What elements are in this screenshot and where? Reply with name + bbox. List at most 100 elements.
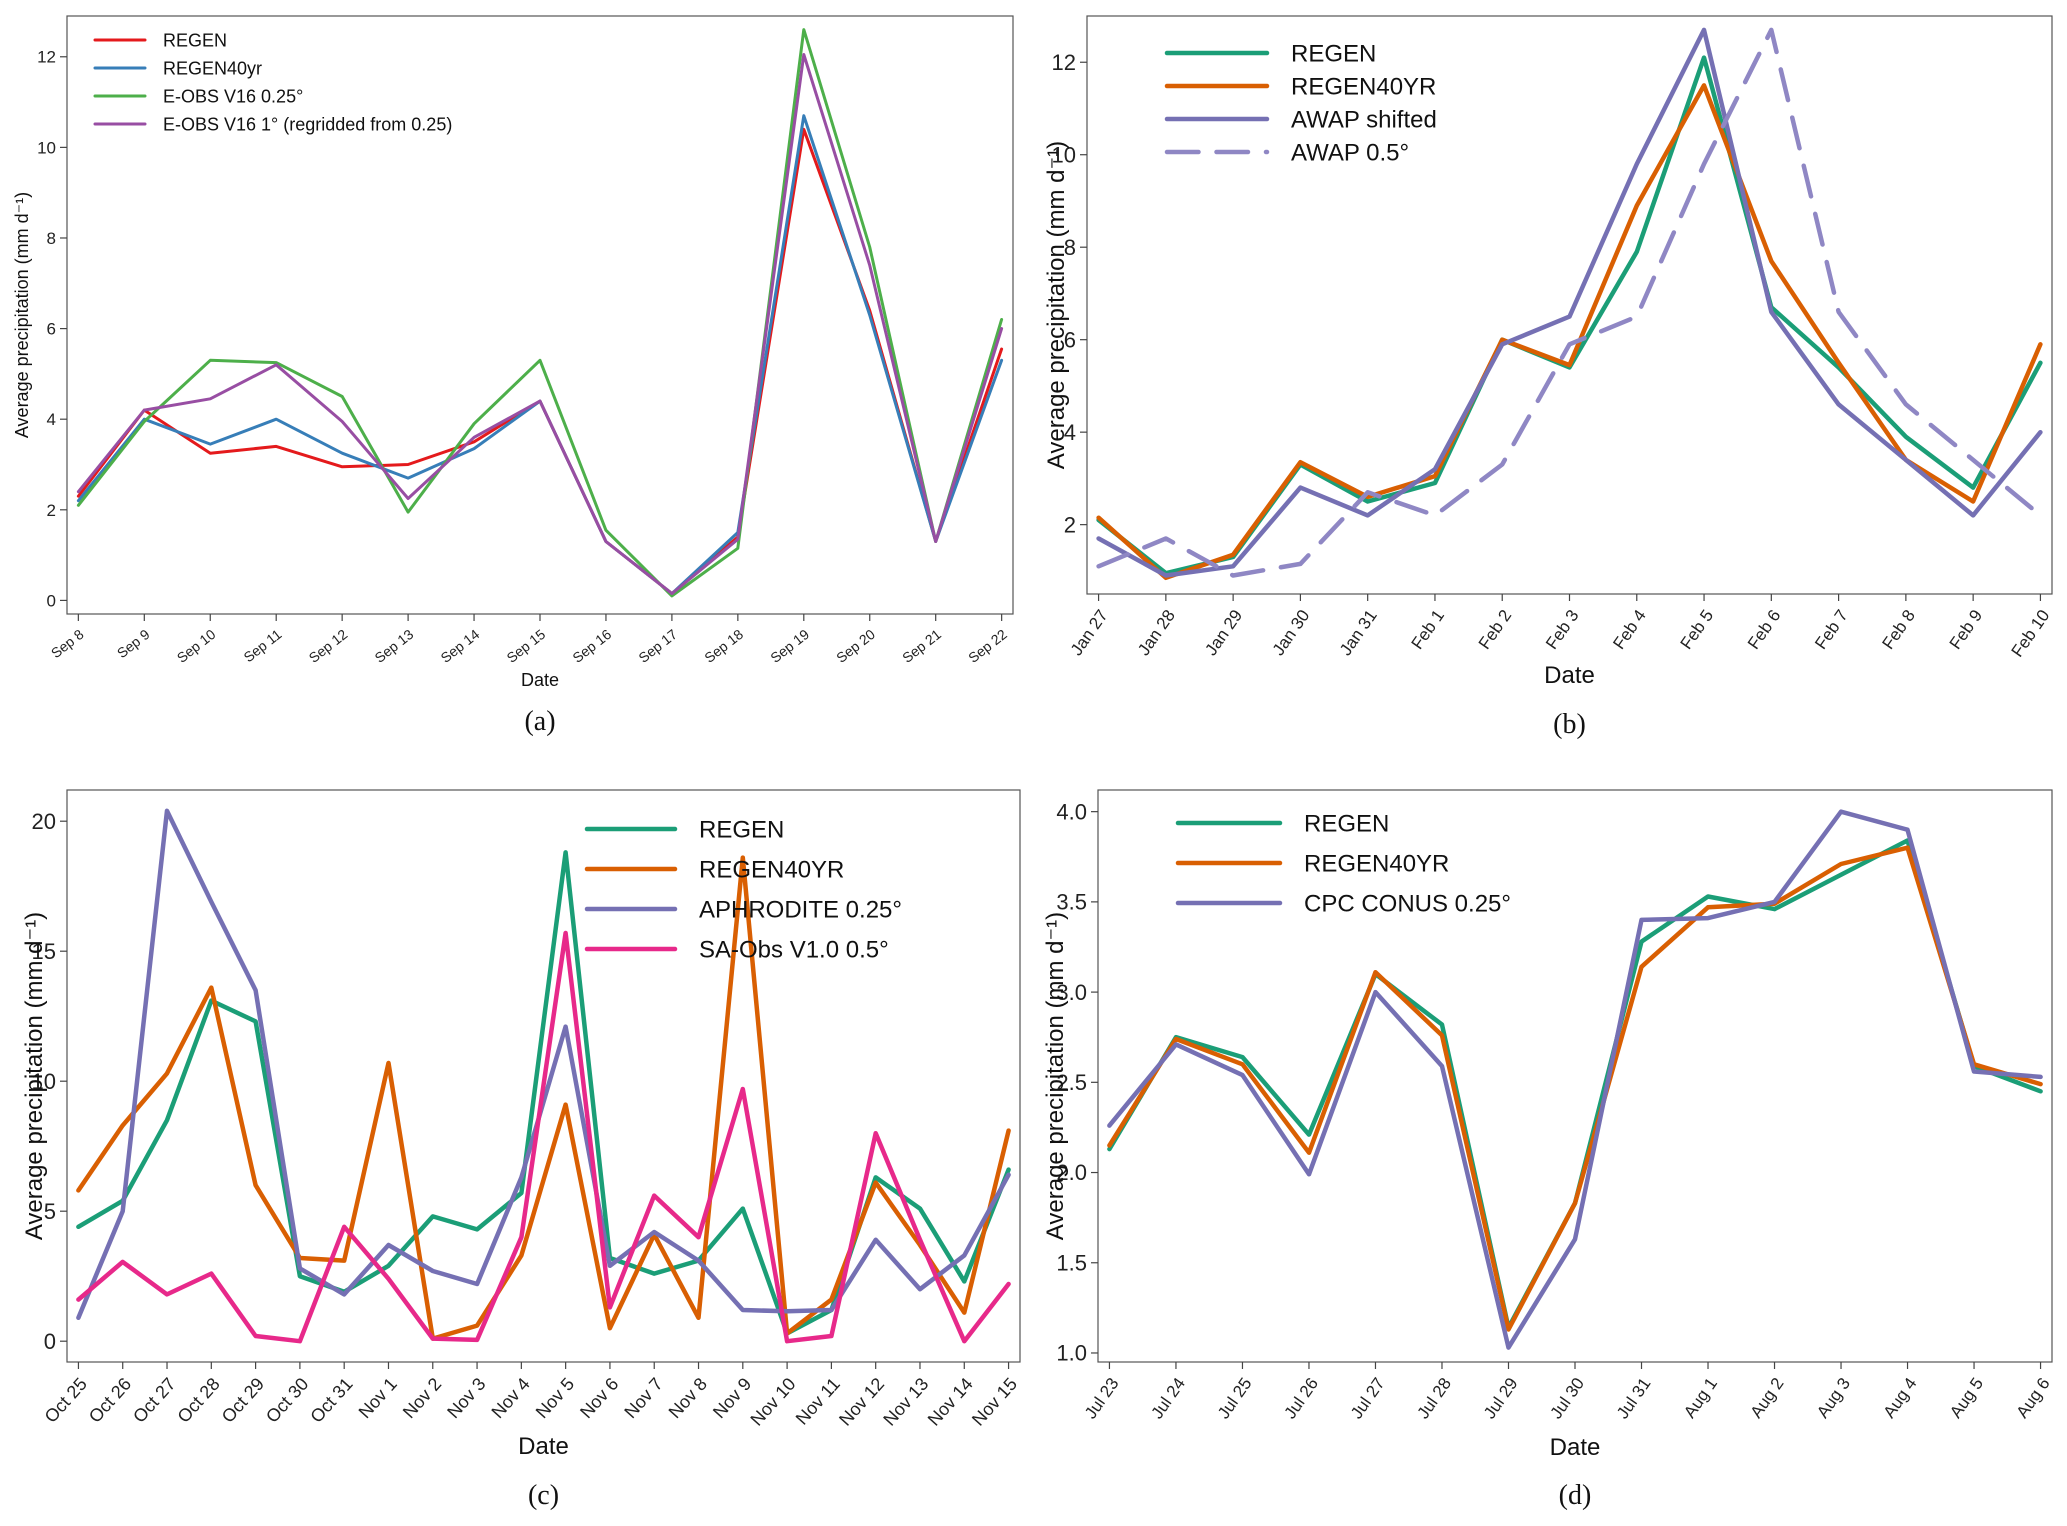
y-tick-label: 2.5 xyxy=(1056,1070,1087,1095)
y-tick-label: 4 xyxy=(1064,420,1076,445)
y-tick-label: 12 xyxy=(1052,50,1076,75)
panel-caption: (b) xyxy=(1553,709,1586,740)
x-tick-label: Sep 19 xyxy=(767,626,812,666)
y-tick-label: 6 xyxy=(47,320,56,339)
y-tick-label: 4 xyxy=(47,410,56,429)
x-tick-label: Jul 31 xyxy=(1613,1374,1655,1422)
legend-label: REGEN40YR xyxy=(1291,73,1436,100)
x-tick-label: Sep 13 xyxy=(372,626,417,666)
y-tick-label: 20 xyxy=(32,809,56,834)
series-line-4 xyxy=(76,53,1004,596)
x-tick-label: Nov 5 xyxy=(532,1374,578,1422)
x-tick-label: Aug 4 xyxy=(1880,1374,1921,1421)
series-line-3 xyxy=(76,28,1004,598)
x-tick-label: Sep 12 xyxy=(306,626,351,666)
series-line-3 xyxy=(1096,27,2043,578)
legend-label: REGEN40yr xyxy=(163,58,262,78)
x-tick-label: Nov 14 xyxy=(924,1374,977,1430)
x-tick-label: Nov 7 xyxy=(620,1374,666,1422)
y-tick-label: 0 xyxy=(47,591,56,610)
x-tick-label: Nov 12 xyxy=(835,1374,888,1430)
x-tick-label: Jan 31 xyxy=(1336,606,1381,659)
legend-label: REGEN xyxy=(163,30,227,50)
x-tick-label: Aug 6 xyxy=(2013,1374,2054,1421)
y-tick-label: 4.0 xyxy=(1056,799,1087,824)
y-tick-label: 3.0 xyxy=(1056,980,1087,1005)
y-tick-label: 10 xyxy=(32,1069,56,1094)
y-axis-label: Average precipitation (mm d⁻¹) xyxy=(21,912,48,1240)
y-axis-label: Average precipitation (mm d⁻¹) xyxy=(1042,912,1069,1240)
y-tick-label: 10 xyxy=(37,138,56,157)
y-tick-label: 12 xyxy=(37,48,56,67)
legend-label: CPC CONUS 0.25° xyxy=(1304,890,1511,917)
x-tick-label: Jan 28 xyxy=(1134,606,1179,659)
legend-label: REGEN xyxy=(1304,810,1389,837)
legend: REGEN REGEN40YR AWAP shifted AWAP 0.5° xyxy=(1164,40,1437,166)
x-tick-label: Nov 15 xyxy=(968,1374,1021,1430)
x-tick-label: Nov 3 xyxy=(443,1374,489,1422)
x-tick-label: Nov 1 xyxy=(355,1374,401,1422)
x-tick-label: Nov 8 xyxy=(665,1374,711,1422)
x-tick-label: Jul 23 xyxy=(1081,1374,1123,1422)
x-tick-label: Jul 29 xyxy=(1480,1374,1522,1422)
x-tick-label: Feb 5 xyxy=(1677,606,1718,653)
x-tick-label: Oct 29 xyxy=(218,1374,268,1427)
x-tick-label: Oct 25 xyxy=(41,1374,91,1427)
legend: REGEN REGEN40YR CPC CONUS 0.25° xyxy=(1175,810,1511,917)
x-tick-label: Feb 1 xyxy=(1408,606,1449,653)
x-tick-label: Aug 5 xyxy=(1946,1374,1987,1421)
x-tick-label: Nov 4 xyxy=(488,1374,534,1422)
series-line-3 xyxy=(1107,809,2043,1350)
x-tick-label: Jul 25 xyxy=(1214,1374,1256,1422)
x-tick-label: Nov 2 xyxy=(399,1374,445,1422)
y-tick-label: 15 xyxy=(32,939,56,964)
chart-panel-1: 0 2 4 6 8 10 12 Sep 8 Sep 9 Sep 10 Sep 11 Sep 12 Sep… xyxy=(12,15,1014,737)
x-tick-label: Sep 20 xyxy=(833,626,878,666)
series-line-4 xyxy=(1096,27,2043,578)
y-tick-label: 3.5 xyxy=(1056,890,1087,915)
x-tick-label: Nov 11 xyxy=(792,1374,844,1429)
x-tick-label: Jul 28 xyxy=(1414,1374,1456,1422)
x-tick-label: Aug 1 xyxy=(1680,1374,1721,1421)
x-tick-label: Feb 6 xyxy=(1744,606,1785,653)
x-tick-label: Feb 2 xyxy=(1475,606,1516,653)
x-tick-label: Jul 27 xyxy=(1347,1374,1389,1422)
y-tick-label: 8 xyxy=(47,229,56,248)
y-tick-label: 10 xyxy=(1052,142,1076,167)
x-tick-label: Jan 29 xyxy=(1201,606,1246,659)
x-axis-label: Date xyxy=(1544,662,1595,689)
x-tick-label: Sep 11 xyxy=(240,626,284,665)
x-tick-label: Oct 31 xyxy=(306,1374,356,1427)
x-tick-label: Oct 28 xyxy=(173,1374,223,1427)
legend-label: REGEN40YR xyxy=(1304,850,1449,877)
y-tick-label: 5 xyxy=(44,1199,56,1224)
x-tick-label: Sep 14 xyxy=(437,626,482,666)
panel-caption: (a) xyxy=(524,706,555,737)
panel-caption: (c) xyxy=(528,1480,559,1511)
x-tick-label: Feb 8 xyxy=(1878,606,1919,653)
plot-frame xyxy=(1086,15,2053,595)
x-tick-label: Feb 4 xyxy=(1609,606,1650,653)
x-tick-label: Jul 26 xyxy=(1280,1374,1322,1422)
x-tick-label: Sep 10 xyxy=(174,626,219,666)
y-tick-label: 2 xyxy=(1064,512,1076,537)
x-tick-label: Oct 26 xyxy=(85,1374,135,1427)
series-line-3 xyxy=(76,808,1011,1321)
legend: REGEN REGEN40YR APHRODITE 0.25° SA-Obs V1.0… xyxy=(584,816,902,963)
x-tick-label: Sep 9 xyxy=(114,626,153,661)
legend-label: AWAP shifted xyxy=(1291,106,1437,133)
y-axis-label: Average precipitation (mm d⁻¹) xyxy=(12,192,32,438)
chart-panel-2: 2 4 6 8 10 12 Jan 27 Jan 28 Jan 29 Jan 30 Jan 31 Fe… xyxy=(1043,15,2054,740)
legend-label: REGEN xyxy=(699,816,784,843)
x-tick-label: Nov 13 xyxy=(879,1374,932,1430)
x-tick-label: Feb 10 xyxy=(2008,606,2054,660)
legend-label: E-OBS V16 1° (regridded from 0.25) xyxy=(163,114,452,134)
legend-label: REGEN xyxy=(1291,40,1376,67)
series-line-2 xyxy=(1107,845,2043,1332)
x-tick-label: Aug 2 xyxy=(1747,1374,1788,1421)
legend-label: APHRODITE 0.25° xyxy=(699,896,902,923)
y-tick-label: 1.0 xyxy=(1056,1341,1087,1366)
x-tick-label: Nov 10 xyxy=(747,1374,800,1430)
